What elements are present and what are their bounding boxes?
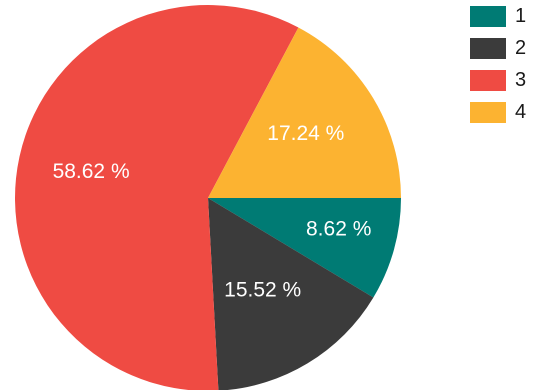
- legend-item-3: 3: [470, 68, 526, 92]
- chart-legend: 1 2 3 4: [470, 4, 526, 132]
- legend-item-2: 2: [470, 36, 526, 60]
- slice-label-1: 8.62 %: [306, 218, 371, 241]
- legend-label-1: 1: [515, 4, 527, 27]
- legend-swatch-2: [470, 37, 506, 59]
- legend-swatch-3: [470, 69, 506, 91]
- legend-label-2: 2: [515, 36, 527, 59]
- slice-label-4: 17.24 %: [267, 122, 344, 145]
- slice-label-3: 58.62 %: [53, 160, 130, 183]
- legend-swatch-4: [470, 101, 506, 123]
- legend-label-4: 4: [515, 100, 527, 123]
- pie-slices: [15, 5, 401, 390]
- legend-label-3: 3: [515, 68, 527, 91]
- pie-slice-4: [208, 27, 401, 198]
- pie-slice-1: [208, 198, 401, 298]
- slice-label-2: 15.52 %: [224, 279, 301, 302]
- legend-item-4: 4: [470, 100, 526, 124]
- pie-slice-labels: 8.62 % 15.52 % 58.62 % 17.24 %: [53, 122, 372, 302]
- legend-swatch-1: [470, 5, 506, 27]
- legend-item-1: 1: [470, 4, 526, 28]
- pie-slice-2: [208, 198, 374, 390]
- pie-slice-3: [15, 5, 299, 390]
